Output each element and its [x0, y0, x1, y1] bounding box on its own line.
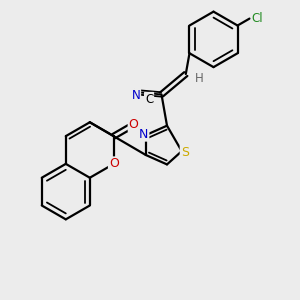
Text: Cl: Cl	[252, 12, 263, 25]
Text: N: N	[139, 128, 148, 141]
Text: O: O	[109, 158, 119, 170]
Text: N: N	[131, 89, 140, 103]
Text: S: S	[181, 146, 189, 159]
Text: O: O	[129, 118, 139, 131]
Text: C: C	[145, 93, 153, 106]
Text: H: H	[194, 72, 203, 85]
